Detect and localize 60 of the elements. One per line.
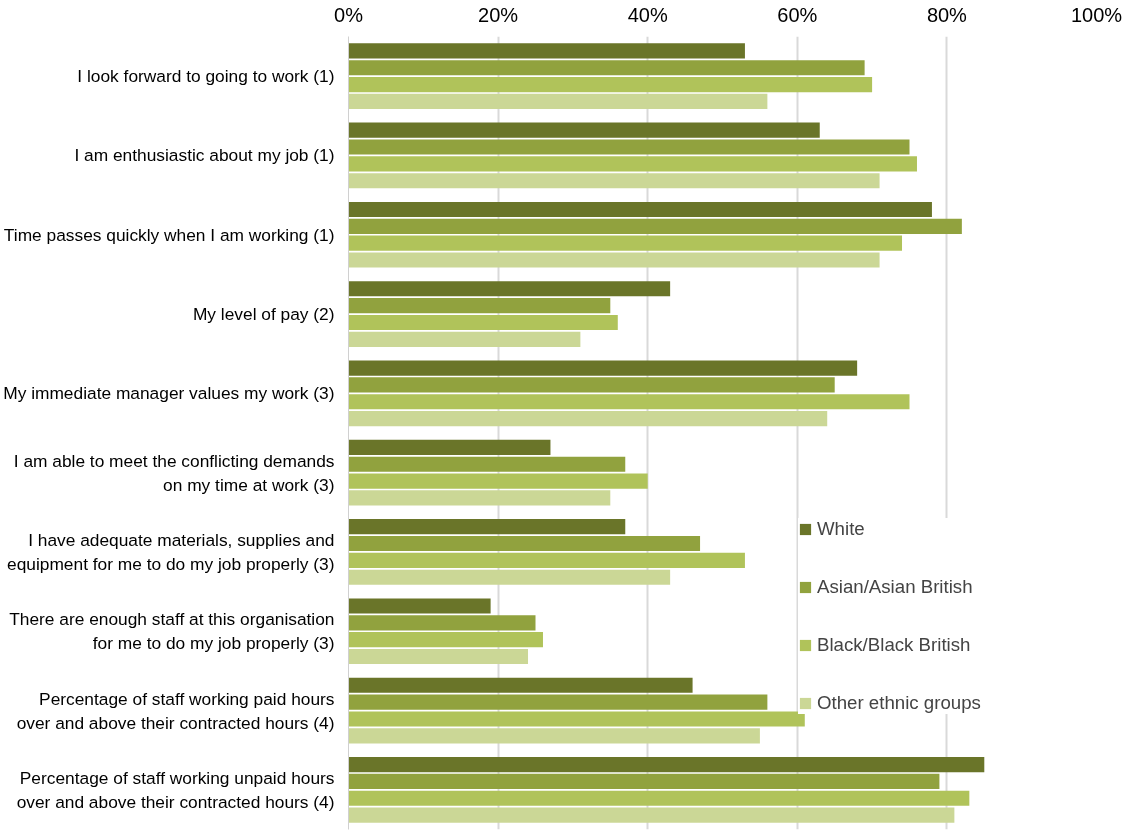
y-tick-label: My immediate manager values my work (3) <box>3 383 335 404</box>
x-tick-label: 60% <box>777 3 818 26</box>
y-tick-label: I am enthusiastic about my job (1) <box>74 145 335 166</box>
bar <box>348 331 581 347</box>
y-tick-label: I am able to meet the conflicting demands on my time at work (3) <box>13 450 335 495</box>
bar <box>348 535 701 552</box>
bar <box>348 648 529 665</box>
bar <box>348 173 880 189</box>
y-tick-label: My level of pay (2) <box>192 304 335 325</box>
bar <box>348 139 910 155</box>
bar <box>348 756 985 773</box>
y-tick-label: Time passes quickly when I am working (1) <box>3 224 335 245</box>
x-tick-label: 0% <box>334 3 364 26</box>
bar <box>348 76 873 93</box>
bar <box>348 122 820 138</box>
legend-label: Asian/Asian British <box>817 576 973 598</box>
bar <box>348 43 745 59</box>
bar <box>348 728 760 744</box>
legend-label: White <box>817 518 865 540</box>
bar <box>348 201 932 218</box>
x-tick-label: 100% <box>1070 3 1123 26</box>
bar <box>348 281 671 297</box>
bar <box>348 411 828 427</box>
bar <box>348 360 858 376</box>
bar <box>348 394 910 410</box>
y-tick-label: There are enough staff at this organisation for me to do my job properly (3) <box>9 609 335 654</box>
y-tick-label: Percentage of staff working unpaid hours over and above their contracted hours (4) <box>16 767 335 812</box>
bar <box>348 552 745 568</box>
bar <box>348 218 962 234</box>
bar <box>348 773 940 790</box>
bar <box>348 694 768 710</box>
y-tick-label: Percentage of staff working paid hours over and above their contracted hours (4) <box>16 688 335 733</box>
bar <box>348 790 970 806</box>
bar <box>348 569 671 585</box>
bar <box>348 615 536 631</box>
bar <box>348 377 835 393</box>
bar <box>348 519 626 535</box>
bar <box>348 598 491 614</box>
x-tick-label: 80% <box>926 3 968 26</box>
bar <box>348 711 805 727</box>
legend-label: Other ethnic groups <box>817 692 981 714</box>
legend-label: Black/Black British <box>817 634 971 656</box>
bar <box>348 314 618 331</box>
bar <box>348 60 865 76</box>
bar <box>348 677 693 693</box>
bar <box>348 473 648 489</box>
bar <box>348 235 903 251</box>
bar <box>348 252 880 268</box>
bar <box>348 632 543 648</box>
bar <box>348 156 917 172</box>
x-tick-label: 40% <box>627 3 668 26</box>
bar <box>348 439 551 455</box>
bar <box>348 490 611 506</box>
y-tick-label: I have adequate materials, supplies and equipment for me to do my job properly (3) <box>7 529 335 574</box>
bar <box>348 298 611 314</box>
bar <box>348 93 768 110</box>
y-tick-label: I look forward to going to work (1) <box>77 66 335 87</box>
bar <box>348 456 626 472</box>
bar <box>348 807 955 823</box>
x-tick-label: 20% <box>478 3 519 26</box>
